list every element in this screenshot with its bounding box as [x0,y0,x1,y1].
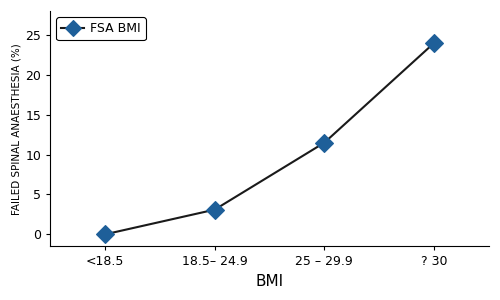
Line: FSA BMI: FSA BMI [99,37,440,241]
FSA BMI [322,141,328,145]
FSA BMI [431,41,437,45]
Y-axis label: FAILED SPINAL ANAESTHESIA (%): FAILED SPINAL ANAESTHESIA (%) [11,43,21,214]
FSA BMI [102,232,108,236]
X-axis label: BMI: BMI [256,274,283,289]
FSA BMI [212,208,218,211]
Legend: FSA BMI: FSA BMI [56,17,146,41]
